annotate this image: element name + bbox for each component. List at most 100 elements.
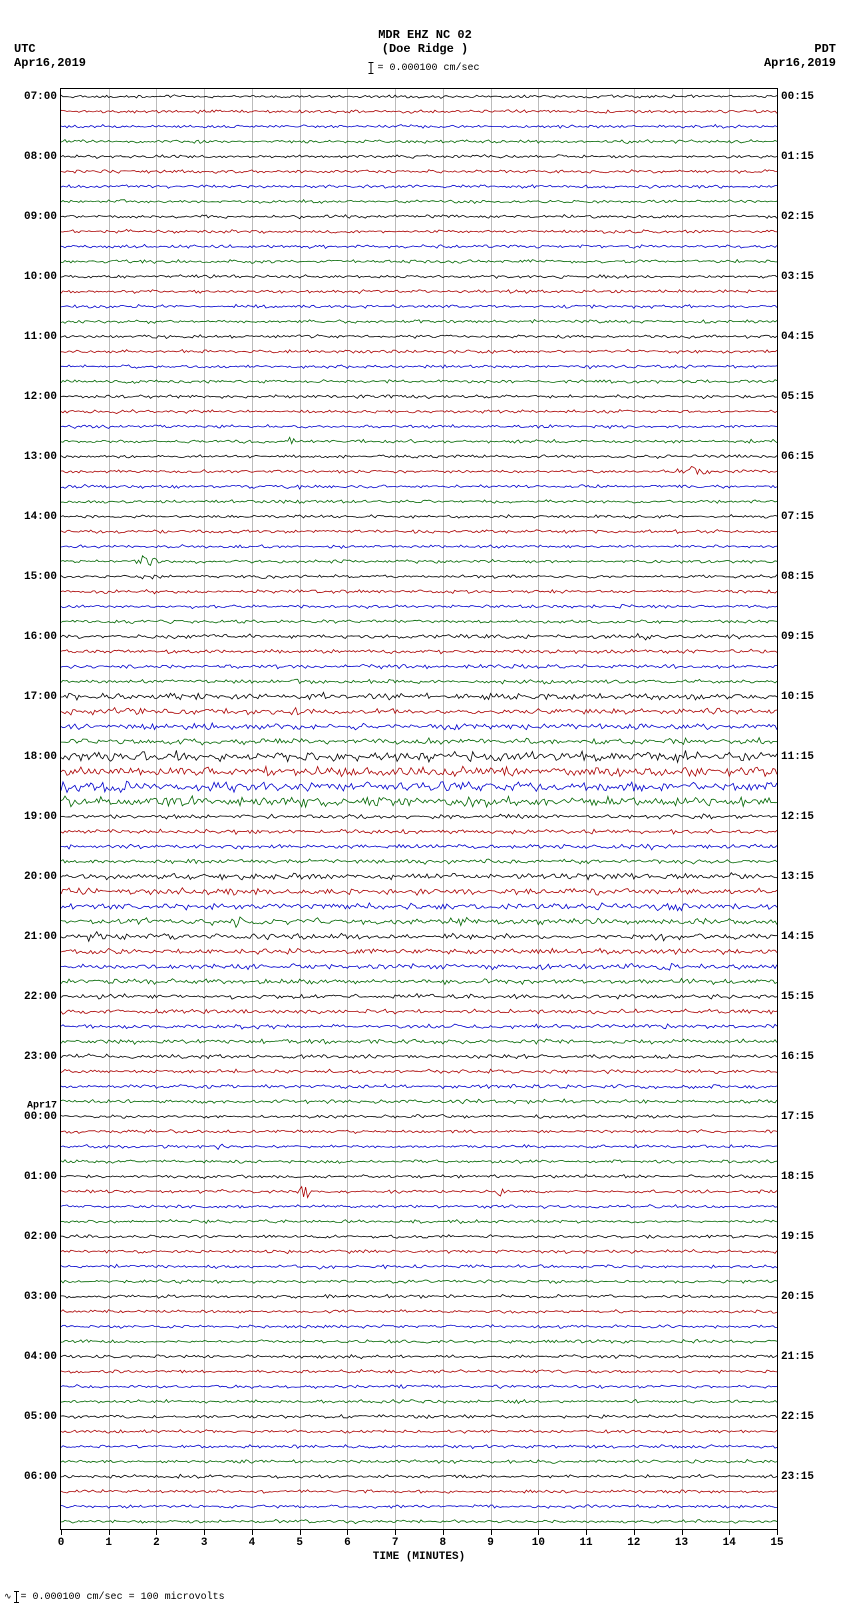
y-label-right: 06:15 [777,451,814,463]
station-name: (Doe Ridge ) [0,42,850,56]
seismic-trace [61,903,777,911]
seismic-trace [61,455,777,459]
x-tick-label: 7 [392,1537,399,1549]
y-label-left: 23:00 [24,1051,61,1063]
x-tick [252,1529,253,1535]
seismic-trace [61,708,777,715]
seismic-trace [61,304,777,308]
seismic-trace [61,260,777,264]
seismic-trace [61,485,777,490]
y-label-right: 16:15 [777,1051,814,1063]
y-label-left: 22:00 [24,991,61,1003]
seismic-trace [61,1009,777,1014]
seismic-trace [61,1024,777,1029]
seismic-trace [61,1340,777,1344]
seismic-trace [61,1130,777,1134]
seismic-trace [61,1144,777,1149]
footer-text: = 0.000100 cm/sec = 100 microvolts [21,1592,225,1603]
y-label-left: 01:00 [24,1171,61,1183]
seismic-trace [61,679,777,684]
seismic-trace [61,1295,777,1299]
x-tick-label: 0 [58,1537,65,1549]
y-label-right: 02:15 [777,211,814,223]
y-label-right: 14:15 [777,931,814,943]
footer-scale: ∿ = 0.000100 cm/sec = 100 microvolts [0,1591,225,1603]
seismic-trace [61,873,777,880]
x-tick-label: 3 [201,1537,208,1549]
x-tick-label: 15 [770,1537,783,1549]
seismic-trace [61,500,777,504]
seismic-trace [61,229,777,233]
x-tick-label: 13 [675,1537,688,1549]
seismic-trace [61,1415,777,1419]
x-tick [682,1529,683,1535]
seismic-trace [61,1175,777,1179]
tz-left-label: UTC [14,42,86,56]
x-tick [538,1529,539,1535]
seismic-trace [61,275,777,279]
seismic-trace [61,1054,777,1059]
seismic-trace [61,1220,777,1224]
seismic-trace [61,859,777,864]
timezone-right: PDT Apr16,2019 [764,42,836,70]
x-tick [586,1529,587,1535]
seismic-trace [61,932,777,942]
x-tick [634,1529,635,1535]
y-label-right: 08:15 [777,571,814,583]
timezone-left: UTC Apr16,2019 [14,42,86,70]
x-tick-label: 1 [105,1537,112,1549]
seismic-trace [61,125,777,129]
scale-bar-icon [370,62,371,74]
seismic-trace [61,917,777,927]
x-tick-label: 5 [296,1537,303,1549]
y-label-left: 03:00 [24,1291,61,1303]
seismic-trace [61,395,777,399]
new-day-label: Apr17 [27,1100,61,1111]
seismic-trace [61,1310,777,1314]
scale-indicator: = 0.000100 cm/sec [370,62,479,74]
footer-wiggle-icon: ∿ [4,1592,12,1602]
seismic-trace [61,350,777,354]
x-axis-title: TIME (MINUTES) [373,1551,465,1563]
x-tick-label: 8 [440,1537,447,1549]
y-label-right: 13:15 [777,871,814,883]
x-tick [347,1529,348,1535]
seismic-trace [61,335,777,339]
y-label-left: 10:00 [24,271,61,283]
y-label-left: 06:00 [24,1471,61,1483]
seismic-trace [61,723,777,730]
seismic-trace [61,649,777,654]
seismic-trace [61,948,777,954]
y-label-right: 10:15 [777,691,814,703]
seismic-trace [61,1430,777,1434]
x-tick-label: 6 [344,1537,351,1549]
seismic-trace [61,1099,777,1104]
seismogram-plot: TIME (MINUTES) 012345678910111213141507:… [60,88,778,1530]
y-label-left: 11:00 [24,331,61,343]
x-tick [204,1529,205,1535]
seismic-trace [61,245,777,249]
seismic-trace [61,1355,777,1359]
seismic-trace [61,320,777,324]
seismic-trace [61,692,777,700]
seismic-trace [61,1460,777,1464]
seismic-trace [61,545,777,549]
seismic-trace [61,290,777,294]
x-tick-label: 12 [627,1537,640,1549]
seismic-trace [61,1084,777,1088]
seismic-trace [61,1115,777,1119]
seismic-trace [61,515,777,519]
seismic-trace [61,155,777,159]
y-label-left: 09:00 [24,211,61,223]
seismic-trace [61,620,777,624]
plot-title: MDR EHZ NC 02 (Doe Ridge ) [0,28,850,56]
seismic-trace [61,110,777,114]
y-label-left: 13:00 [24,451,61,463]
seismic-trace [61,1280,777,1284]
y-label-right: 20:15 [777,1291,814,1303]
seismic-trace [61,140,777,144]
seismic-trace [61,1187,777,1198]
y-label-right: 01:15 [777,151,814,163]
seismic-trace [61,170,777,174]
seismic-trace [61,814,777,819]
